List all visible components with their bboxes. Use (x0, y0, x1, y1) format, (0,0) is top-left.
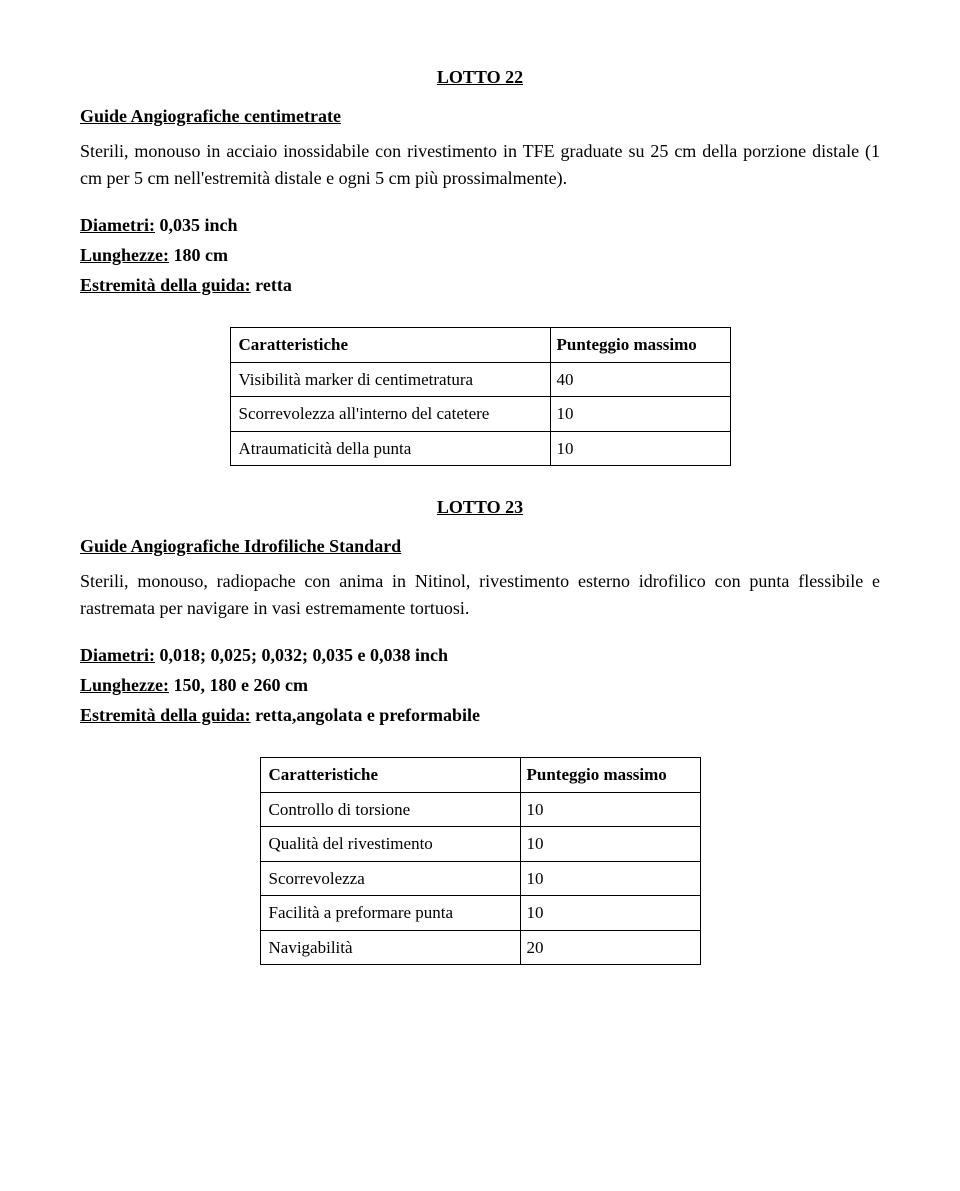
lotto22-heading: Guide Angiografiche centimetrate (80, 103, 880, 130)
lotto22-title: LOTTO 22 (80, 64, 880, 91)
table-header-cell: Caratteristiche (230, 328, 550, 363)
lotto22-table: Caratteristiche Punteggio massimo Visibi… (230, 327, 731, 466)
spec-label: Estremità della guida: (80, 275, 251, 295)
lotto22-description: Sterili, monouso in acciaio inossidabile… (80, 138, 880, 192)
table-row: Scorrevolezza 10 (260, 861, 700, 896)
table-cell: Qualità del rivestimento (260, 827, 520, 862)
table-cell: Controllo di torsione (260, 792, 520, 827)
lotto22-spec-lunghezze: Lunghezze: 180 cm (80, 242, 880, 269)
table-cell: Scorrevolezza (260, 861, 520, 896)
lotto23-spec-diametri: Diametri: 0,018; 0,025; 0,032; 0,035 e 0… (80, 642, 880, 669)
lotto23-spec-estremita: Estremità della guida: retta,angolata e … (80, 702, 880, 729)
lotto22-spec-diametri: Diametri: 0,035 inch (80, 212, 880, 239)
table-cell: Navigabilità (260, 930, 520, 965)
lotto23-spec-lunghezze: Lunghezze: 150, 180 e 260 cm (80, 672, 880, 699)
table-cell: 10 (550, 397, 730, 432)
spec-value: retta (251, 275, 292, 295)
table-cell: Facilità a preformare punta (260, 896, 520, 931)
table-cell: Visibilità marker di centimetratura (230, 362, 550, 397)
table-cell: 20 (520, 930, 700, 965)
lotto22-spec-estremita: Estremità della guida: retta (80, 272, 880, 299)
spec-label: Lunghezze: (80, 245, 169, 265)
table-cell: 10 (520, 792, 700, 827)
lotto23-title: LOTTO 23 (80, 494, 880, 521)
spec-label: Diametri: (80, 215, 155, 235)
spec-value: retta,angolata e preformabile (251, 705, 480, 725)
lotto23-table: Caratteristiche Punteggio massimo Contro… (260, 757, 701, 965)
table-row: Facilità a preformare punta 10 (260, 896, 700, 931)
table-header-cell: Punteggio massimo (550, 328, 730, 363)
table-cell: 10 (520, 896, 700, 931)
spec-label: Estremità della guida: (80, 705, 251, 725)
spec-value: 150, 180 e 260 cm (169, 675, 308, 695)
table-row: Scorrevolezza all'interno del catetere 1… (230, 397, 730, 432)
table-cell: Scorrevolezza all'interno del catetere (230, 397, 550, 432)
spec-value: 180 cm (169, 245, 228, 265)
table-row: Qualità del rivestimento 10 (260, 827, 700, 862)
spec-value: 0,018; 0,025; 0,032; 0,035 e 0,038 inch (155, 645, 448, 665)
table-header-cell: Punteggio massimo (520, 758, 700, 793)
spec-label: Diametri: (80, 645, 155, 665)
table-cell: 10 (520, 827, 700, 862)
table-cell: 40 (550, 362, 730, 397)
spec-value: 0,035 inch (155, 215, 238, 235)
table-header-cell: Caratteristiche (260, 758, 520, 793)
table-cell: 10 (520, 861, 700, 896)
table-cell: 10 (550, 431, 730, 466)
spec-label: Lunghezze: (80, 675, 169, 695)
table-row: Caratteristiche Punteggio massimo (260, 758, 700, 793)
lotto23-description: Sterili, monouso, radiopache con anima i… (80, 568, 880, 622)
table-row: Visibilità marker di centimetratura 40 (230, 362, 730, 397)
lotto23-heading: Guide Angiografiche Idrofiliche Standard (80, 533, 880, 560)
table-cell: Atraumaticità della punta (230, 431, 550, 466)
table-row: Atraumaticità della punta 10 (230, 431, 730, 466)
table-row: Controllo di torsione 10 (260, 792, 700, 827)
table-row: Navigabilità 20 (260, 930, 700, 965)
table-row: Caratteristiche Punteggio massimo (230, 328, 730, 363)
